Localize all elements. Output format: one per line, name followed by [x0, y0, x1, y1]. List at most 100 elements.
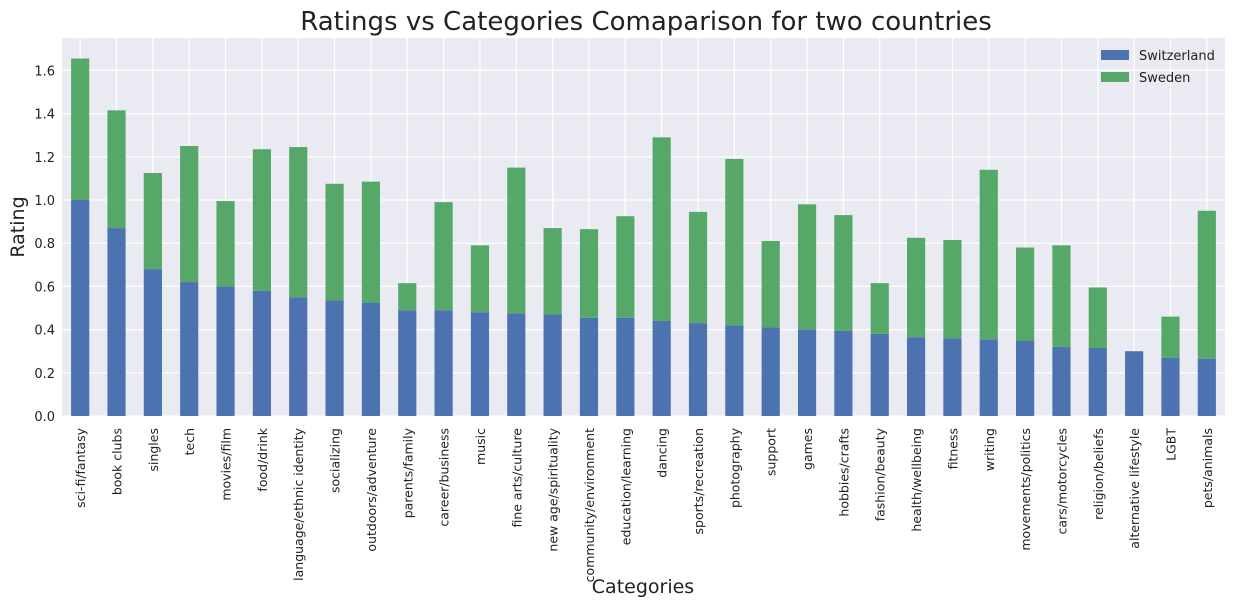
x-tick-label: sci-fi/fantasy [73, 427, 88, 508]
bar-segment [1125, 351, 1144, 416]
x-tick-label: LGBT [1163, 428, 1178, 461]
bar-segment [398, 310, 417, 416]
bar-segment [543, 314, 562, 416]
y-tick-label: 0.4 [34, 324, 55, 339]
bar-segment [834, 330, 853, 416]
bar-segment [143, 269, 162, 416]
bar-segment [797, 329, 817, 416]
bar-segment [943, 239, 962, 339]
bar-segment [361, 181, 381, 303]
x-tick-label: tech [182, 428, 197, 455]
bar-segment [1197, 210, 1216, 359]
bar-segment [143, 173, 162, 270]
bar-segment [325, 300, 344, 416]
bar-segment [107, 110, 126, 229]
y-tick-label: 0.6 [34, 280, 55, 295]
x-tick-label: health/wellbeing [909, 428, 924, 532]
y-tick-labels: 0.0 0.2 0.4 0.6 0.8 1.0 1.2 1.4 1.6 [34, 64, 55, 425]
bar-segment [470, 245, 490, 313]
bar-segment [870, 283, 889, 334]
x-axis-label: Categories [592, 576, 694, 598]
y-tick-label: 0.8 [34, 237, 55, 252]
x-tick-label: religion/beliefs [1091, 428, 1106, 520]
bar-segment [834, 215, 853, 331]
x-tick-label: support [764, 428, 779, 476]
bar-segment [1016, 340, 1035, 416]
bar-segment [107, 228, 126, 416]
x-tick-label: book clubs [110, 428, 125, 495]
legend-swatch [1101, 50, 1129, 60]
bar-segment [579, 317, 599, 416]
x-tick-label: movements/politics [1018, 428, 1033, 551]
bar-segment [289, 297, 308, 416]
bar-segment [943, 338, 962, 416]
x-tick-label: socializing [328, 428, 343, 493]
bar-segment [906, 237, 926, 338]
y-axis-label: Rating [7, 196, 29, 257]
bar-segment [507, 313, 526, 416]
y-tick-label: 0.2 [34, 367, 55, 382]
bar-segment [725, 158, 744, 326]
legend: Switzerland Sweden [1101, 49, 1215, 86]
bar-segment [252, 290, 271, 416]
x-tick-label: music [473, 428, 488, 465]
x-tick-label: sports/recreation [691, 428, 706, 534]
bar-segment [979, 339, 998, 416]
bar-segment [870, 333, 889, 416]
x-tick-labels: sci-fi/fantasy book clubs singles tech movie… [73, 427, 1215, 582]
bar-segment [979, 169, 998, 340]
x-tick-label: pets/animals [1200, 428, 1215, 508]
x-tick-label: writing [982, 428, 997, 471]
x-tick-label: hobbies/crafts [836, 428, 851, 517]
bar-segment [1052, 245, 1071, 347]
y-tick-label: 1.4 [34, 108, 55, 123]
x-tick-label: photography [727, 427, 742, 508]
bar-segment [616, 317, 635, 416]
bar-segment [216, 286, 235, 416]
y-tick-label: 1.2 [34, 151, 55, 166]
bar-segment [906, 337, 926, 416]
x-tick-label: dancing [655, 428, 670, 478]
y-tick-label: 1.6 [34, 64, 55, 79]
bar-segment [434, 310, 453, 416]
bar-segment [325, 183, 344, 301]
x-tick-label: parents/family [400, 427, 415, 518]
bar-segment [71, 58, 90, 200]
bar-segment [688, 211, 708, 324]
y-tick-label: 0.0 [34, 410, 55, 425]
bar-segment [1088, 287, 1107, 348]
bar-segment [507, 167, 526, 314]
legend-label: Sweden [1139, 71, 1190, 86]
bar-segment [725, 325, 744, 416]
bar-segment [180, 282, 199, 416]
x-tick-label: movies/film [219, 428, 234, 501]
bar-segment [688, 323, 708, 416]
x-tick-label: fine arts/culture [509, 428, 524, 528]
bar-segment [543, 228, 562, 315]
bar-segment [761, 327, 780, 416]
bar-segment [797, 204, 817, 330]
bar-segment [71, 200, 90, 416]
bar-segment [652, 320, 671, 416]
x-tick-label: new age/spirituality [546, 427, 561, 551]
bar-segment [761, 241, 780, 328]
legend-swatch [1101, 72, 1129, 82]
bar-segment [289, 147, 308, 298]
chart-title: Ratings vs Categories Comaparison for tw… [300, 7, 992, 37]
bar-segment [180, 146, 199, 283]
bar-segment [216, 201, 235, 287]
x-tick-label: food/drink [255, 427, 270, 491]
bar-segment [1197, 358, 1216, 416]
bar-segment [1161, 316, 1180, 358]
x-tick-label: alternative lifestyle [1127, 428, 1142, 549]
x-tick-label: cars/motorcycles [1054, 428, 1069, 534]
bar-segment [434, 202, 453, 311]
bar-segment [1052, 346, 1071, 416]
bar-segment [652, 137, 671, 321]
x-tick-label: outdoors/adventure [364, 428, 379, 552]
bar-segment [616, 216, 635, 318]
x-tick-label: fitness [945, 428, 960, 469]
x-tick-label: career/business [437, 428, 452, 527]
